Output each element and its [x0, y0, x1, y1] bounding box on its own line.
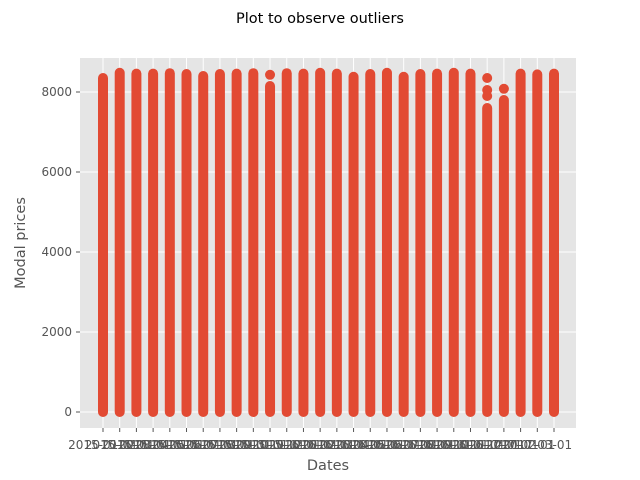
- x-tick-label: 2017-03-01: [502, 438, 572, 452]
- x-tick-label: 2016-04-01: [319, 438, 389, 452]
- plot-area: [80, 58, 576, 428]
- x-tick-label: 2016-06-01: [352, 438, 422, 452]
- x-tick-label: 2016-10-01: [419, 438, 489, 452]
- x-tick-label: 2015-02-01: [85, 438, 155, 452]
- data-points: [98, 67, 559, 417]
- x-axis-label: Dates: [307, 458, 349, 474]
- x-tick-label: 2016-02-01: [285, 438, 355, 452]
- x-tick-label: 2017-01-01: [469, 438, 539, 452]
- y-axis-label: Modal prices: [13, 197, 29, 289]
- y-tick-label: 0: [64, 405, 72, 419]
- y-tick-label: 4000: [41, 245, 72, 259]
- x-tick-label: 2015-11-01: [235, 438, 305, 452]
- x-tick-label: 2015-08-01: [185, 438, 255, 452]
- x-tick-label: 2016-08-01: [385, 438, 455, 452]
- x-tick-label: 2015-05-01: [135, 438, 205, 452]
- data-point: [98, 77, 108, 87]
- x-tick-label: 2017-02-01: [486, 438, 556, 452]
- x-tick-label: 2016-03-01: [302, 438, 372, 452]
- x-tick-label: 2015-03-01: [102, 438, 172, 452]
- x-tick-label: 2015-04-01: [118, 438, 188, 452]
- x-tick-label: 2015-06-01: [152, 438, 222, 452]
- x-tick-label: 2015-01-01: [68, 438, 138, 452]
- data-point: [482, 73, 493, 83]
- data-point: [265, 69, 276, 80]
- y-tick-label: 2000: [41, 325, 72, 339]
- y-tick-label: 6000: [41, 165, 72, 179]
- x-tick-label: 2016-01-01: [269, 438, 339, 452]
- x-axis-ticks: 2015-01-012015-02-012015-03-012015-04-01…: [68, 428, 572, 452]
- data-point: [498, 83, 509, 94]
- x-tick-label: 2015-09-01: [202, 438, 272, 452]
- chart-title: Plot to observe outliers: [236, 11, 404, 27]
- x-tick-label: 2015-07-01: [168, 438, 238, 452]
- x-tick-label: 2016-07-01: [369, 438, 439, 452]
- x-tick-label: 2016-12-01: [452, 438, 522, 452]
- x-tick-label: 2016-05-01: [335, 438, 405, 452]
- data-point: [482, 85, 493, 95]
- x-tick-label: 2016-11-01: [436, 438, 506, 452]
- x-tick-label: 2015-12-01: [252, 438, 322, 452]
- x-tick-label: 2015-10-01: [218, 438, 288, 452]
- y-tick-label: 8000: [41, 85, 72, 99]
- x-tick-label: 2016-09-01: [402, 438, 472, 452]
- y-axis-ticks: 0 2000 4000 6000 8000: [41, 85, 80, 419]
